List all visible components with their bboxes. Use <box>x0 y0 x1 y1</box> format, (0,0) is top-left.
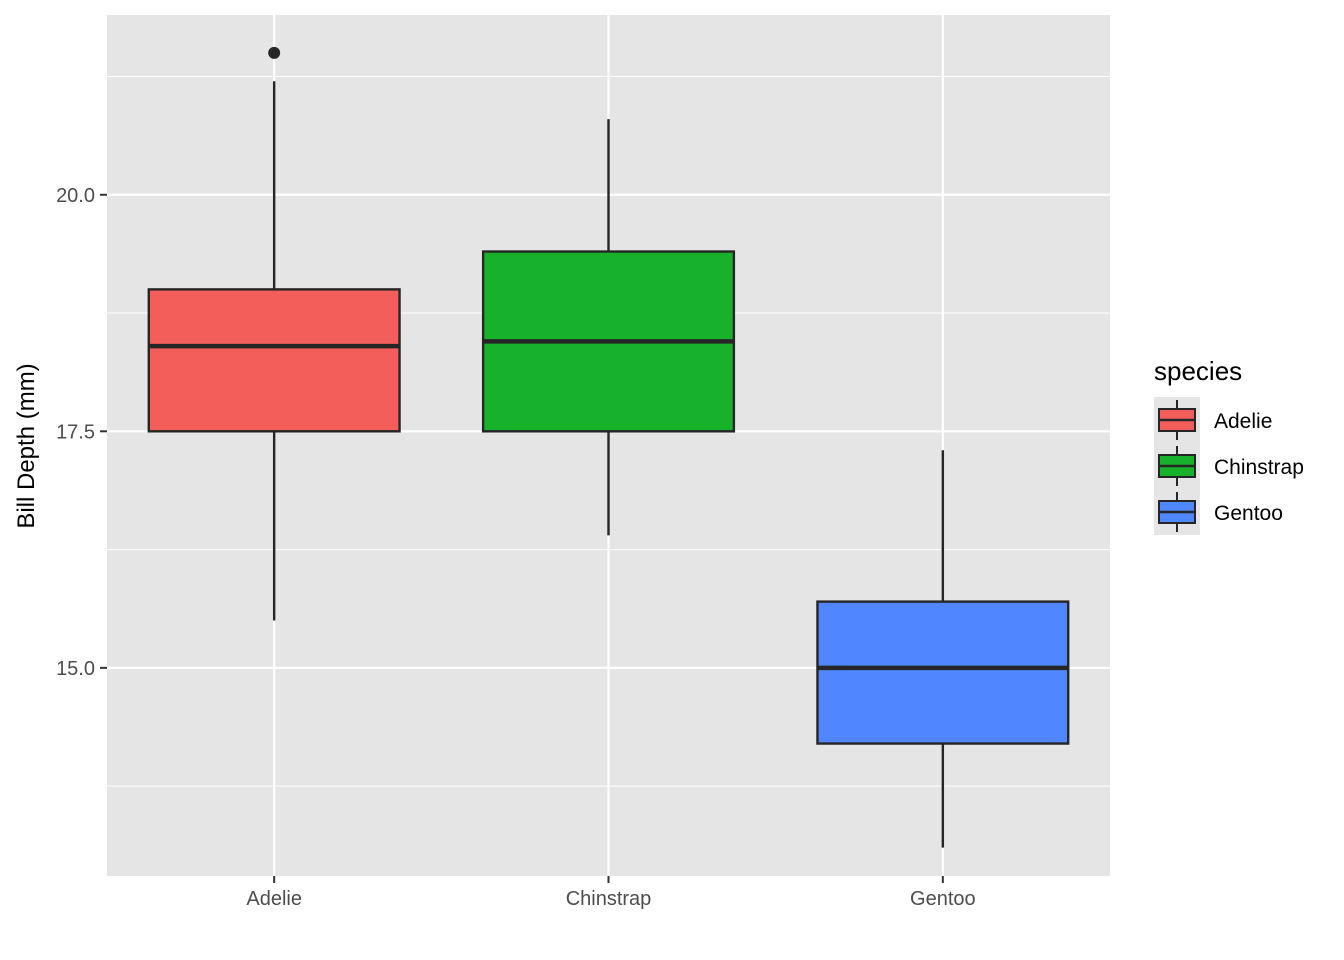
legend: species Adelie Chinstrap Gentoo <box>1154 356 1304 535</box>
legend-title: species <box>1154 356 1242 386</box>
legend-label: Gentoo <box>1214 502 1283 525</box>
legend-label: Chinstrap <box>1214 456 1304 479</box>
x-tick-label: Gentoo <box>910 888 976 910</box>
box-adelie <box>147 46 401 621</box>
y-axis-title: Bill Depth (mm) <box>13 363 40 528</box>
x-tick-label: Chinstrap <box>566 888 652 910</box>
outlier-point <box>268 46 281 59</box>
x-axis: Adelie Chinstrap Gentoo <box>246 876 976 910</box>
y-tick-label: 20.0 <box>56 185 95 207</box>
legend-item-gentoo: Gentoo <box>1154 489 1283 535</box>
box-iqr <box>147 288 401 433</box>
y-tick-label: 15.0 <box>56 658 95 680</box>
legend-item-chinstrap: Chinstrap <box>1154 443 1304 489</box>
y-tick-label: 17.5 <box>56 421 95 443</box>
y-axis: 15.0 17.5 20.0 <box>56 185 107 680</box>
box-iqr <box>816 600 1070 745</box>
legend-item-adelie: Adelie <box>1154 397 1272 443</box>
box-gentoo <box>816 450 1070 848</box>
box-chinstrap <box>481 119 736 536</box>
x-tick-label: Adelie <box>246 888 302 910</box>
boxes <box>147 46 1070 848</box>
legend-label: Adelie <box>1214 410 1272 433</box>
